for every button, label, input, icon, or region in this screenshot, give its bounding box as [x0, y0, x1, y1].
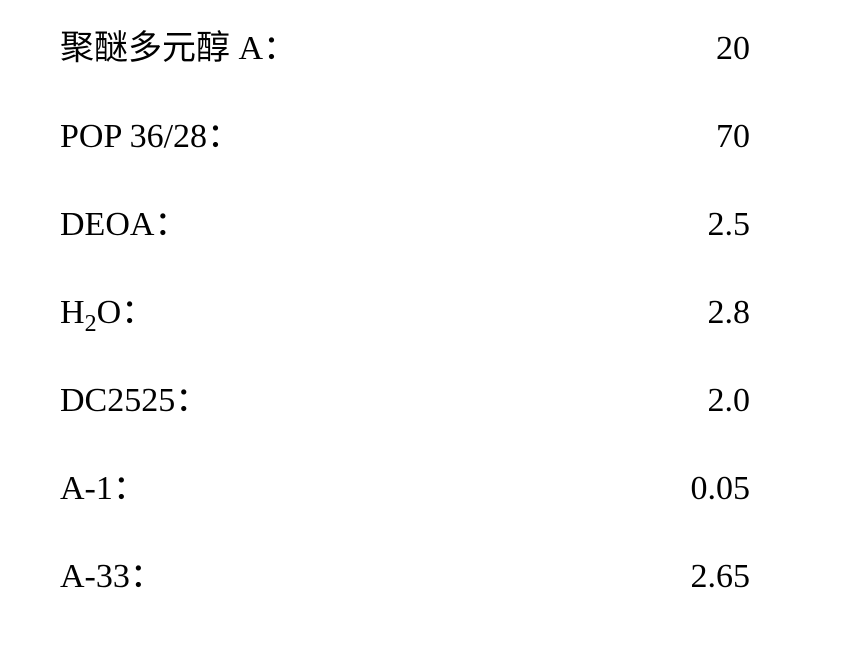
ingredient-value: 0.05 [691, 470, 811, 508]
ingredient-value: 2.65 [691, 558, 811, 596]
table-row: H2O： 2.8 [60, 284, 810, 326]
table-row: POP 36/28： 70 [60, 108, 810, 150]
ingredient-label: H2O： [60, 284, 155, 333]
ingredient-value: 2.8 [708, 294, 811, 332]
table-row: 聚醚多元醇 A： 20 [60, 20, 810, 62]
ingredient-value: 20 [710, 30, 810, 68]
ingredient-value: 2.0 [708, 382, 811, 420]
ingredient-label: POP 36/28： [60, 108, 241, 157]
ingredient-label: DC2525： [60, 372, 209, 421]
ingredient-label: A-33： [60, 548, 164, 597]
ingredient-label: A-1： [60, 460, 147, 509]
ingredient-value: 2.5 [708, 206, 811, 244]
ingredient-label: DEOA： [60, 196, 188, 245]
ingredient-value: 70 [710, 118, 810, 156]
ingredient-label: 聚醚多元醇 A： [60, 20, 297, 69]
table-row: A-1： 0.05 [60, 460, 810, 502]
formula-list: 聚醚多元醇 A： 20 POP 36/28： 70 DEOA： 2.5 H2O：… [60, 20, 810, 590]
table-row: DEOA： 2.5 [60, 196, 810, 238]
table-row: DC2525： 2.0 [60, 372, 810, 414]
table-row: A-33： 2.65 [60, 548, 810, 590]
